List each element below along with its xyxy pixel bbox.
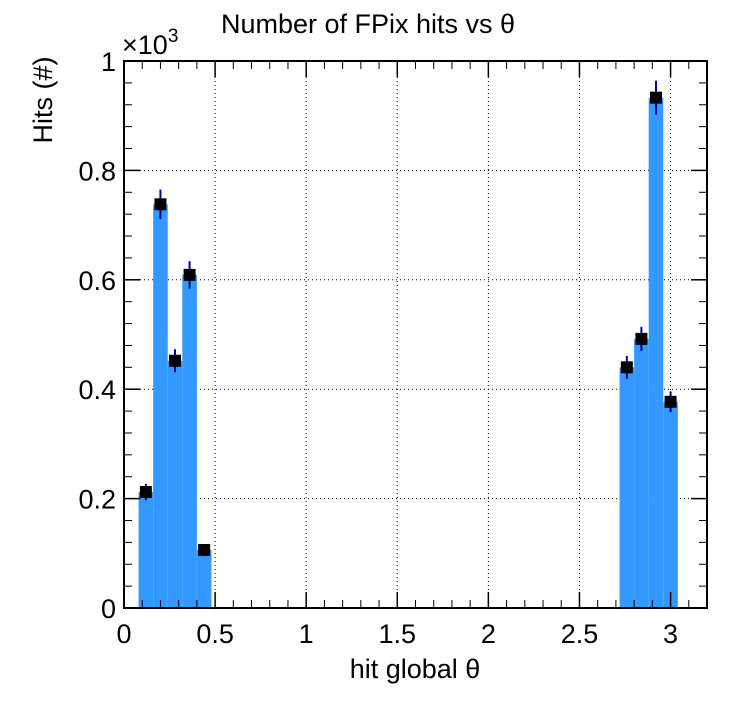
x-axis-label: hit global θ	[350, 654, 481, 684]
data-marker	[664, 395, 677, 408]
histogram-bar	[663, 401, 678, 608]
y-tick-label: 0	[101, 594, 116, 624]
histogram-bar	[619, 367, 635, 608]
chart-title: Number of FPix hits vs θ	[221, 9, 515, 39]
y-tick-label: 0.8	[78, 156, 116, 186]
data-marker	[635, 332, 648, 345]
histogram-bar	[153, 204, 168, 608]
data-marker	[139, 486, 152, 499]
y-tick-label: 0.6	[78, 266, 116, 296]
x-tick-label: 3	[663, 619, 678, 649]
histogram-bar	[182, 274, 197, 608]
data-marker	[183, 268, 196, 281]
x-tick-label: 2	[481, 619, 496, 649]
data-marker	[198, 544, 211, 557]
x-tick-label: 1.5	[379, 619, 417, 649]
histogram-bar	[138, 492, 154, 608]
data-markers	[139, 91, 677, 557]
x-tick-label: 1	[299, 619, 314, 649]
axis-ticks	[123, 60, 707, 609]
data-marker	[169, 354, 182, 367]
data-marker	[154, 198, 167, 211]
histogram-bar	[196, 550, 212, 608]
histogram-bars	[138, 97, 678, 609]
y-tick-labels: 0 0.2 0.4 0.6 0.8 1	[78, 47, 116, 624]
histogram-bar	[167, 360, 183, 608]
histogram-bar	[634, 338, 649, 608]
y-exponent-base: ×10	[122, 30, 168, 60]
x-tick-label: 2.5	[561, 619, 599, 649]
x-tick-label: 0	[116, 619, 131, 649]
histogram-bar	[648, 97, 664, 609]
x-tick-label: 0.5	[196, 619, 234, 649]
y-axis-label: Hits (#)	[28, 57, 58, 144]
y-tick-label: 0.4	[78, 375, 116, 405]
y-tick-label: 1	[101, 47, 116, 77]
y-tick-label: 0.2	[78, 485, 116, 515]
x-tick-labels: 0 0.5 1 1.5 2 2.5 3	[116, 619, 678, 649]
y-exponent-power: 3	[168, 26, 179, 47]
error-bars	[144, 80, 672, 556]
y-exponent-label: ×103	[122, 26, 178, 60]
data-marker	[620, 361, 633, 374]
data-marker	[649, 91, 662, 104]
